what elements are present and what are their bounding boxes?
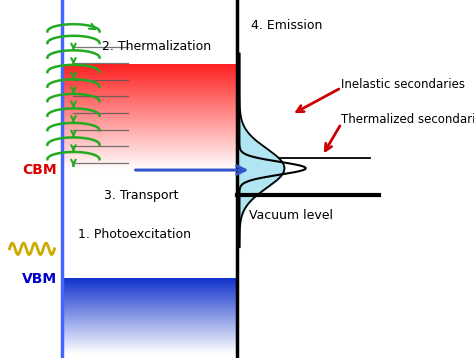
Text: 3. Transport: 3. Transport: [104, 189, 179, 202]
Text: CBM: CBM: [22, 163, 57, 177]
Text: Vacuum level: Vacuum level: [249, 209, 333, 222]
Text: 4. Emission: 4. Emission: [251, 19, 323, 32]
Text: Thermalized secondaries: Thermalized secondaries: [341, 113, 474, 126]
Text: Inelastic secondaries: Inelastic secondaries: [341, 78, 465, 91]
Text: 1. Photoexcitation: 1. Photoexcitation: [78, 228, 191, 241]
Text: VBM: VBM: [22, 272, 57, 286]
Text: 2. Thermalization: 2. Thermalization: [102, 40, 211, 53]
